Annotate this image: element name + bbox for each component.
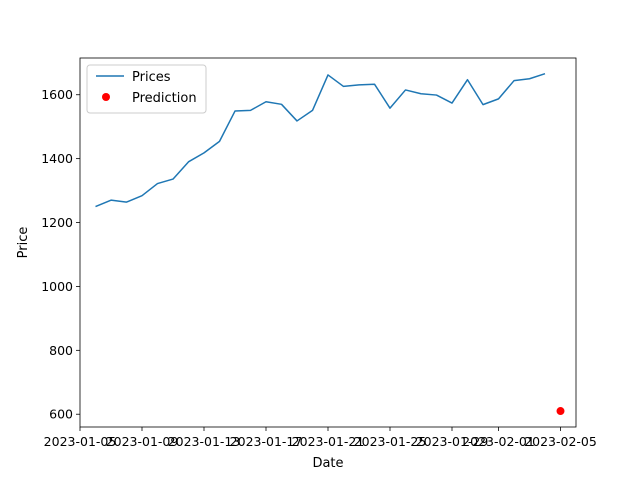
x-tick-label: 2023-01-25: [354, 434, 427, 449]
y-tick-label: 800: [49, 343, 73, 358]
x-axis: 2023-01-052023-01-092023-01-132023-01-17…: [44, 427, 597, 449]
x-tick-label: 2023-01-29: [416, 434, 489, 449]
y-tick-label: 1400: [41, 151, 73, 166]
y-tick-label: 1200: [41, 215, 73, 230]
legend-prices-label: Prices: [132, 70, 171, 85]
plot-area: [95, 72, 565, 416]
legend: Prices Prediction: [86, 64, 207, 114]
y-tick-label: 1600: [41, 87, 73, 102]
x-tick-label: 2023-02-01: [462, 434, 535, 449]
x-tick-label: 2023-01-05: [44, 434, 117, 449]
y-axis-label: Price: [16, 227, 31, 259]
x-tick-label: 2023-01-21: [292, 434, 365, 449]
x-tick-label: 2023-01-13: [168, 434, 241, 449]
x-tick-label: 2023-01-17: [230, 434, 303, 449]
x-tick-label: 2023-02-05: [524, 434, 597, 449]
legend-box: [86, 64, 207, 114]
x-axis-label: Date: [312, 456, 343, 471]
data-point-prediction: [556, 407, 565, 416]
series-line-prices: [95, 72, 546, 208]
y-tick-label: 1000: [41, 279, 73, 294]
legend-prediction-swatch: [102, 93, 110, 101]
legend-prediction-label: Prediction: [132, 91, 197, 106]
y-tick-label: 600: [49, 407, 73, 422]
y-axis: 600 800 1000 1200 1400 1600: [41, 87, 80, 422]
x-tick-label: 2023-01-09: [106, 434, 179, 449]
